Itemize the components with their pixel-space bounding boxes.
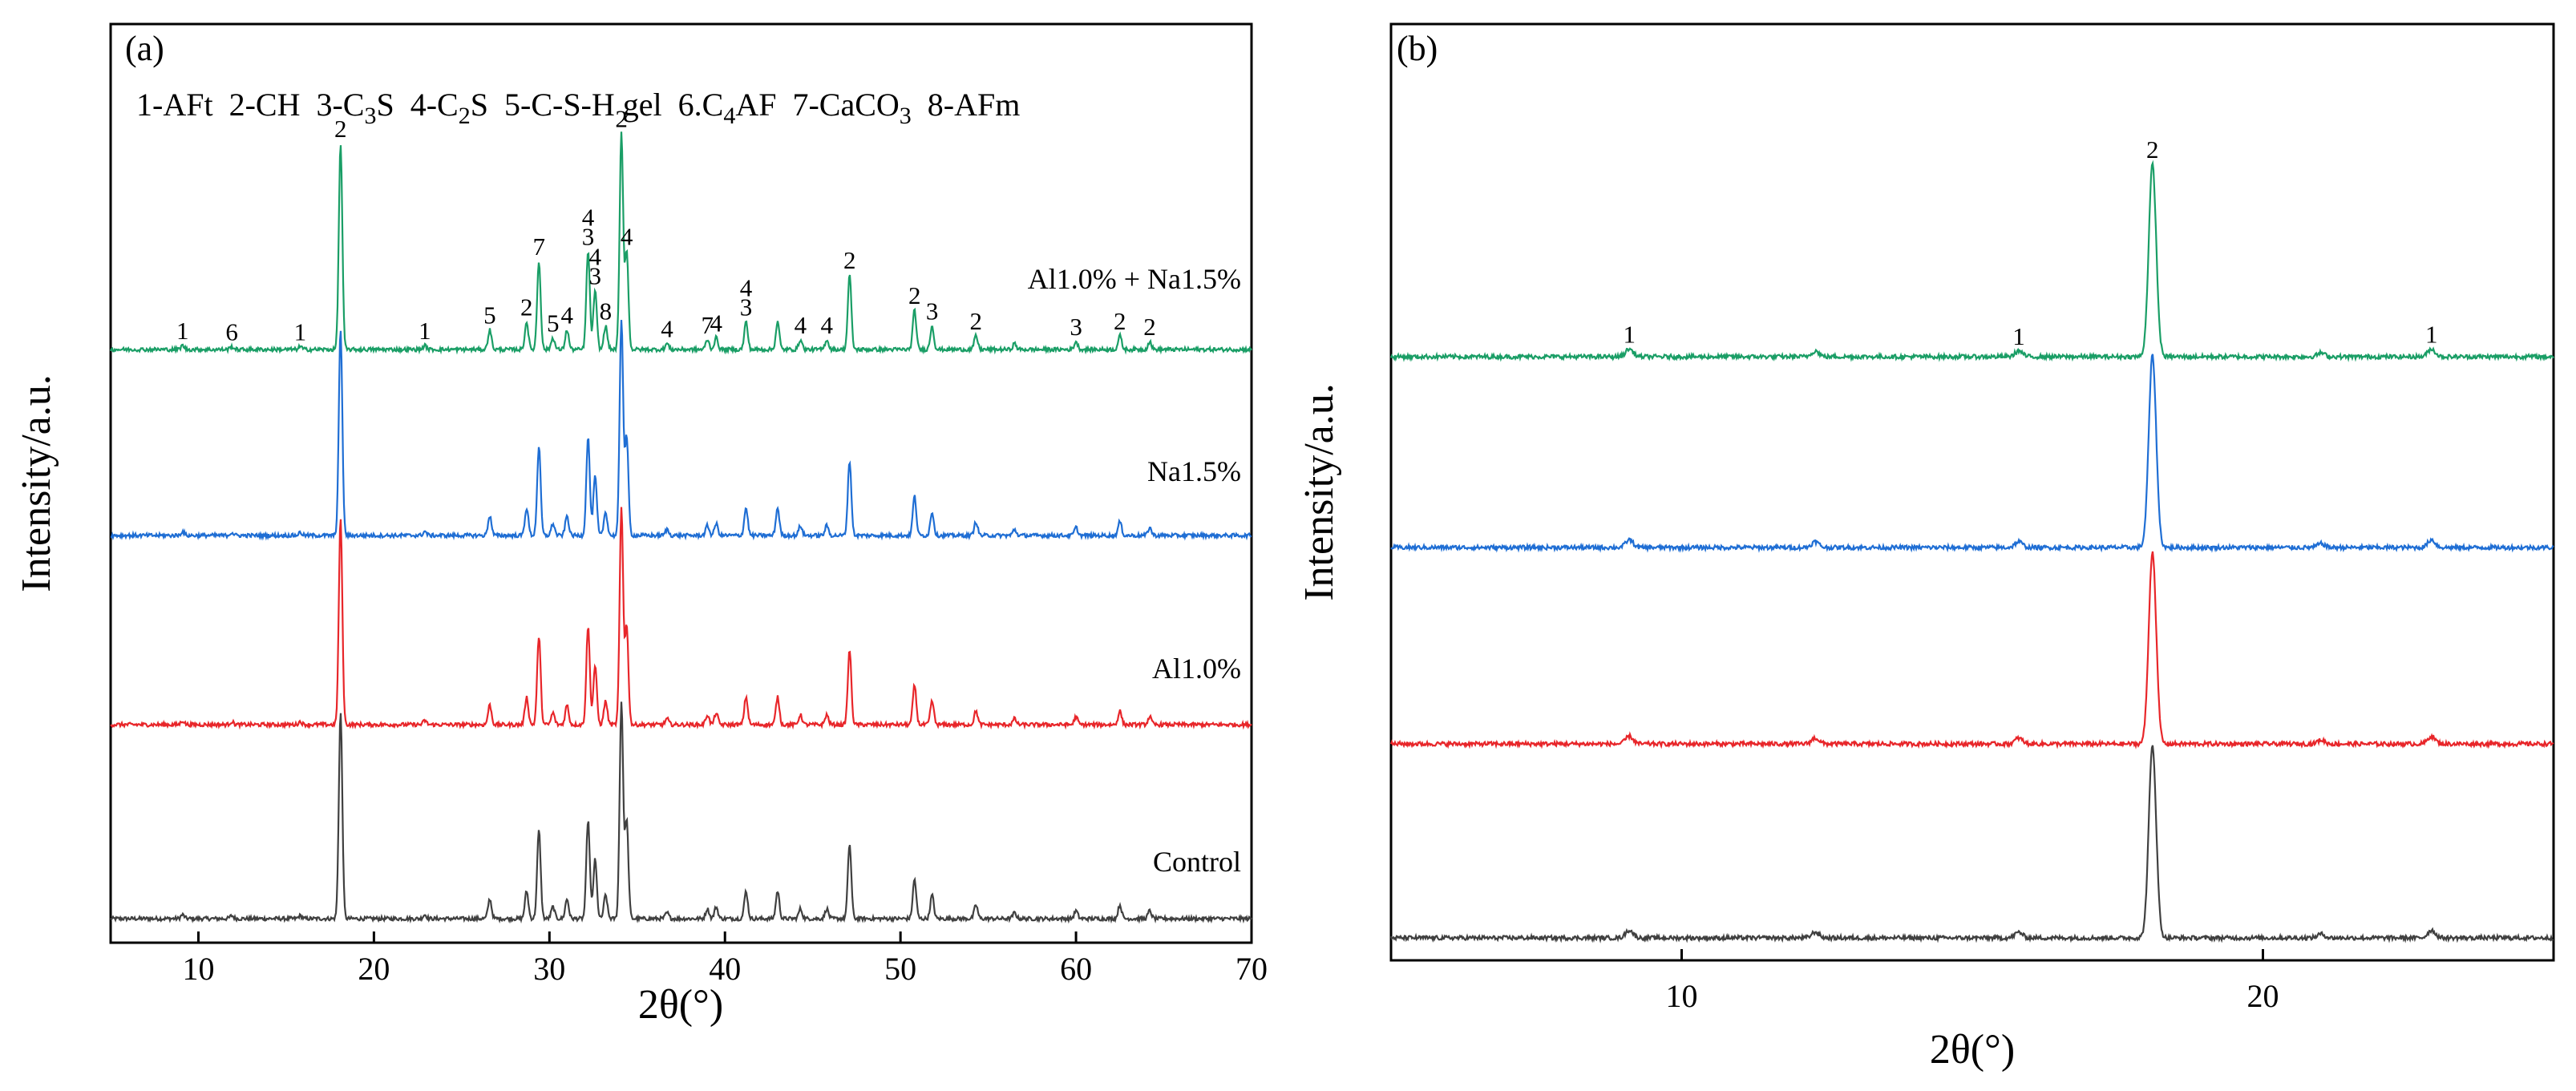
peak-label: 4: [588, 243, 601, 271]
peak-label: 2: [970, 307, 983, 335]
x-tick-label: 40: [709, 951, 741, 987]
x-tick-label: 60: [1060, 951, 1092, 987]
series-line-al1-0-: [110, 507, 1252, 730]
peak-label: 2: [1114, 307, 1126, 335]
panel-b-peak-labels: 1 1 2 1: [1624, 135, 2438, 350]
peak-label: 4: [661, 315, 673, 343]
panel-b-traces: [1389, 160, 2554, 944]
series-line-na1-5-: [1390, 354, 2554, 553]
phase-legend-1: 1: [136, 87, 152, 123]
peak-label: 2: [520, 293, 533, 321]
peak-label: 2: [908, 281, 921, 309]
peak-label: 2: [1143, 313, 1156, 341]
x-tick-label: 20: [358, 951, 390, 987]
panel-a: (a) 1-AFt 2-CH 3-C3S 4-C2S 5-C-S-H gel 6…: [14, 22, 1268, 1028]
panel-b: (b) 1 1 2 1 10 20 2θ(°) Intensity/a.u.: [1296, 22, 2555, 1073]
phase-legend-2: 2: [229, 87, 245, 123]
peak-label: 3: [582, 223, 595, 251]
peak-label: 5: [547, 309, 560, 337]
peak-label: 3: [740, 293, 753, 321]
panel-a-x-ticks: 10 20 30 40 50 60 70: [182, 931, 1268, 987]
panel-a-series-labels: Control Al1.0% Na1.5% Al1.0% + Na1.5%: [1028, 263, 1241, 878]
x-tick-label: 30: [533, 951, 565, 987]
peak-label: 7: [702, 311, 714, 339]
peak-label: 7: [532, 232, 545, 261]
peak-label: 1: [294, 317, 307, 345]
phase-legend: 1-AFt 2-CH 3-C3S 4-C2S 5-C-S-H gel 6.C4A…: [136, 87, 1020, 129]
series-line-control: [1389, 745, 2554, 944]
phase-legend-3: 3: [316, 87, 332, 123]
peak-label: 4: [560, 301, 573, 329]
peak-label: 3: [1070, 313, 1082, 341]
peak-label: 1: [2012, 322, 2025, 350]
panel-a-x-label: 2θ(°): [638, 982, 723, 1028]
peak-label: 1: [1624, 320, 1636, 348]
series-line-al1-0-: [1389, 551, 2554, 750]
peak-label: 2: [843, 246, 856, 274]
peak-label: 1: [2425, 320, 2438, 348]
series-line-na1-5-: [110, 320, 1252, 541]
series-label-al1-0-: Al1.0%: [1152, 653, 1241, 685]
peak-label: 2: [615, 105, 628, 133]
x-tick-label: 50: [884, 951, 916, 987]
peak-label: 2: [2146, 135, 2159, 164]
phase-legend-6: 6: [678, 87, 694, 123]
series-label-na1-5-: Na1.5%: [1147, 455, 1241, 487]
phase-legend-5: 5: [504, 87, 520, 123]
series-label-control: Control: [1153, 846, 1241, 878]
peak-label: 4: [710, 309, 723, 337]
peak-label: 1: [419, 317, 431, 345]
peak-label: 4: [820, 311, 833, 339]
peak-label: 2: [334, 115, 347, 143]
peak-label: 5: [483, 301, 496, 329]
peak-label: 3: [588, 262, 601, 290]
x-tick-label: 10: [1666, 978, 1698, 1014]
panel-a-tag: (a): [125, 29, 164, 68]
series-line-al1-0-na1-5-: [1389, 160, 2554, 362]
peak-label: 4: [795, 311, 807, 339]
panel-b-y-label: Intensity/a.u.: [1296, 383, 1342, 601]
phase-legend-7: 7: [792, 87, 808, 123]
series-line-al1-0-na1-5-: [109, 131, 1252, 355]
panel-a-frame: [109, 22, 1253, 944]
peak-label: 8: [600, 297, 613, 325]
phase-legend-8: 8: [928, 87, 944, 123]
x-tick-label: 20: [2247, 978, 2279, 1014]
peak-label: 4: [740, 274, 753, 302]
peak-label: 4: [621, 223, 633, 251]
phase-legend-4: 4: [410, 87, 427, 123]
panel-b-x-label: 2θ(°): [1930, 1027, 2015, 1073]
peak-label: 4: [582, 204, 595, 232]
panel-b-x-ticks: 10 20: [1666, 949, 2279, 1014]
series-line-control: [110, 701, 1252, 924]
panel-b-frame: [1389, 22, 2555, 962]
panel-b-tag: (b): [1397, 29, 1438, 68]
peak-label: 3: [926, 297, 939, 325]
series-label-al1-0-na1-5-: Al1.0% + Na1.5%: [1028, 263, 1241, 295]
panel-a-traces: [109, 131, 1252, 924]
peak-label: 6: [225, 317, 238, 345]
x-tick-label: 10: [182, 951, 214, 987]
x-tick-label: 70: [1235, 951, 1268, 987]
panel-a-y-label: Intensity/a.u.: [14, 374, 59, 592]
peak-label: 1: [176, 317, 189, 345]
